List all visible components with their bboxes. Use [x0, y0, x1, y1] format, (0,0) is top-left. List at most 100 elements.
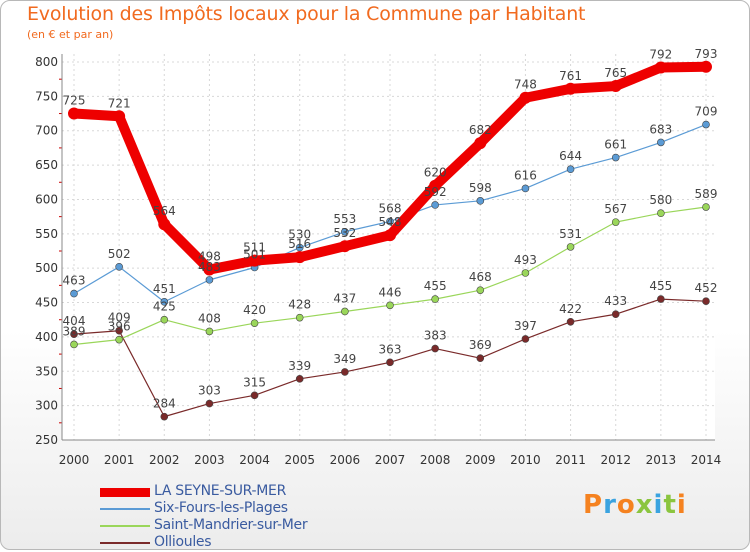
legend-swatch	[100, 542, 150, 544]
data-label: 455	[424, 279, 447, 293]
x-tick-label: 2013	[646, 453, 677, 467]
data-point	[115, 263, 123, 271]
logo-letter: i	[653, 490, 664, 520]
y-tick-label: 750	[35, 89, 58, 103]
data-point	[295, 375, 304, 383]
logo-letter: t	[663, 490, 677, 520]
data-label: 616	[514, 168, 537, 182]
data-point	[68, 107, 80, 120]
data-point	[521, 269, 530, 277]
data-label: 567	[604, 202, 627, 216]
data-point	[115, 326, 123, 335]
data-point	[293, 251, 306, 264]
y-tick-label: 600	[35, 192, 58, 206]
data-label: 683	[649, 122, 672, 136]
chart-subtitle: (en € et par an)	[27, 28, 114, 41]
proxiti-logo: Proxiti	[583, 490, 687, 520]
data-point	[341, 368, 349, 376]
data-point	[609, 80, 622, 93]
data-label: 592	[424, 185, 447, 199]
data-point	[519, 91, 532, 104]
y-tick-label: 650	[35, 158, 58, 172]
data-label: 748	[514, 78, 537, 92]
data-point	[113, 110, 126, 123]
data-label: 709	[695, 105, 718, 119]
data-label: 501	[243, 247, 266, 261]
legend-swatch	[100, 508, 150, 510]
legend-label: LA SEYNE-SUR-MER	[154, 483, 287, 499]
data-point	[341, 227, 349, 236]
data-point	[702, 297, 710, 305]
data-label: 422	[559, 302, 582, 316]
data-point	[476, 286, 485, 294]
data-label: 620	[424, 166, 447, 180]
x-tick-label: 2006	[330, 453, 361, 467]
data-point	[474, 137, 487, 150]
logo-letter: o	[616, 490, 636, 520]
data-point	[205, 276, 214, 284]
data-point	[702, 120, 710, 129]
data-point	[611, 153, 620, 162]
data-point	[384, 229, 396, 242]
logo-letter: P	[583, 490, 604, 520]
data-point	[203, 263, 216, 276]
y-tick-label: 300	[35, 399, 58, 413]
y-tick-label: 350	[35, 364, 58, 378]
data-point	[657, 209, 665, 217]
y-tick-label: 400	[35, 330, 58, 344]
data-label: 644	[559, 149, 582, 163]
data-point	[431, 295, 439, 303]
data-label: 315	[243, 375, 266, 389]
data-point	[654, 61, 667, 74]
data-point	[338, 240, 351, 253]
legend-swatch	[100, 525, 150, 527]
logo-letter: r	[603, 490, 617, 520]
x-tick-label: 2012	[600, 453, 631, 467]
data-label: 428	[288, 298, 311, 312]
data-point	[160, 412, 169, 421]
y-tick-label: 450	[35, 296, 58, 310]
data-point	[386, 301, 394, 310]
data-label: 553	[333, 212, 356, 226]
x-tick-label: 2010	[510, 453, 541, 467]
data-point	[611, 310, 620, 319]
y-tick-label: 550	[35, 227, 58, 241]
data-point	[250, 391, 259, 400]
data-label: 437	[333, 291, 356, 305]
y-tick-label: 500	[35, 261, 58, 275]
data-label: 792	[649, 47, 672, 61]
data-label: 404	[63, 314, 86, 328]
y-tick-label: 250	[35, 433, 58, 447]
data-label: 446	[379, 285, 402, 299]
data-label: 682	[469, 123, 492, 137]
data-label: 493	[514, 253, 537, 267]
data-label: 468	[469, 270, 492, 284]
data-label: 303	[198, 384, 221, 398]
data-label: 531	[559, 227, 582, 241]
data-point	[70, 289, 78, 298]
data-point	[564, 82, 577, 95]
legend-label: Saint-Mandrier-sur-Mer	[154, 517, 308, 533]
data-point	[248, 254, 261, 267]
data-label: 408	[198, 311, 221, 325]
x-tick-label: 2009	[465, 453, 496, 467]
data-label: 721	[108, 96, 131, 110]
data-point	[521, 184, 530, 193]
data-point	[115, 335, 123, 344]
data-label: 383	[424, 329, 447, 343]
data-label: 598	[469, 181, 492, 195]
x-tick-label: 2014	[691, 453, 722, 467]
data-point	[160, 315, 169, 324]
data-label: 568	[379, 201, 402, 215]
data-label: 511	[243, 241, 266, 255]
data-point	[431, 201, 439, 209]
data-label: 532	[333, 226, 356, 240]
data-point	[700, 60, 712, 73]
y-tick-label: 800	[35, 55, 58, 69]
data-point	[160, 298, 169, 306]
data-point	[476, 197, 485, 205]
x-tick-label: 2001	[104, 453, 135, 467]
data-label: 451	[153, 282, 176, 296]
data-label: 349	[333, 352, 356, 366]
